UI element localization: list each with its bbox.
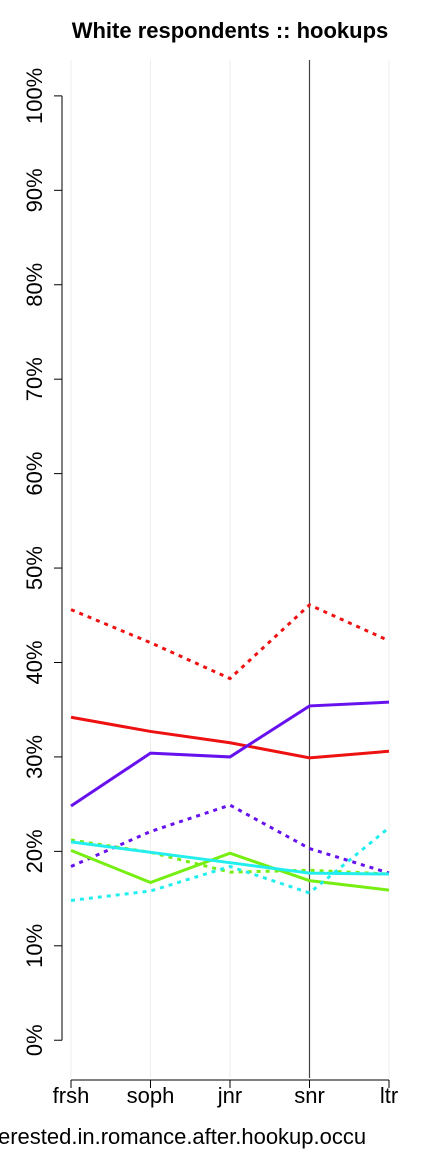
- y-tick-label: 30%: [22, 735, 47, 779]
- line: [70, 715, 390, 760]
- x-tick-label: soph: [127, 1083, 175, 1108]
- y-tick-label: 0%: [22, 1024, 47, 1056]
- x-tick-label: frsh: [53, 1083, 90, 1108]
- line: [70, 700, 390, 808]
- y-tick-label: 40%: [22, 640, 47, 684]
- y-tick-label: 80%: [22, 263, 47, 307]
- x-tick-label: ltr: [380, 1083, 398, 1108]
- line: [70, 803, 390, 875]
- line: [70, 826, 390, 902]
- chart-title: White respondents :: hookups: [72, 18, 389, 43]
- line: [70, 603, 390, 681]
- y-tick-label: 100%: [22, 68, 47, 124]
- x-tick-label: snr: [294, 1083, 325, 1108]
- y-tick-label: 50%: [22, 546, 47, 590]
- y-tick-label: 70%: [22, 357, 47, 401]
- y-tick-label: 10%: [22, 924, 47, 968]
- x-tick-label: jnr: [217, 1083, 242, 1108]
- y-tick-label: 20%: [22, 829, 47, 873]
- line: [70, 849, 390, 892]
- line: [70, 838, 390, 876]
- y-tick-label: 90%: [22, 168, 47, 212]
- line: [70, 840, 390, 876]
- y-tick-label: 60%: [22, 452, 47, 496]
- x-axis-label: erested.in.romance.after.hookup.occu: [0, 1124, 366, 1149]
